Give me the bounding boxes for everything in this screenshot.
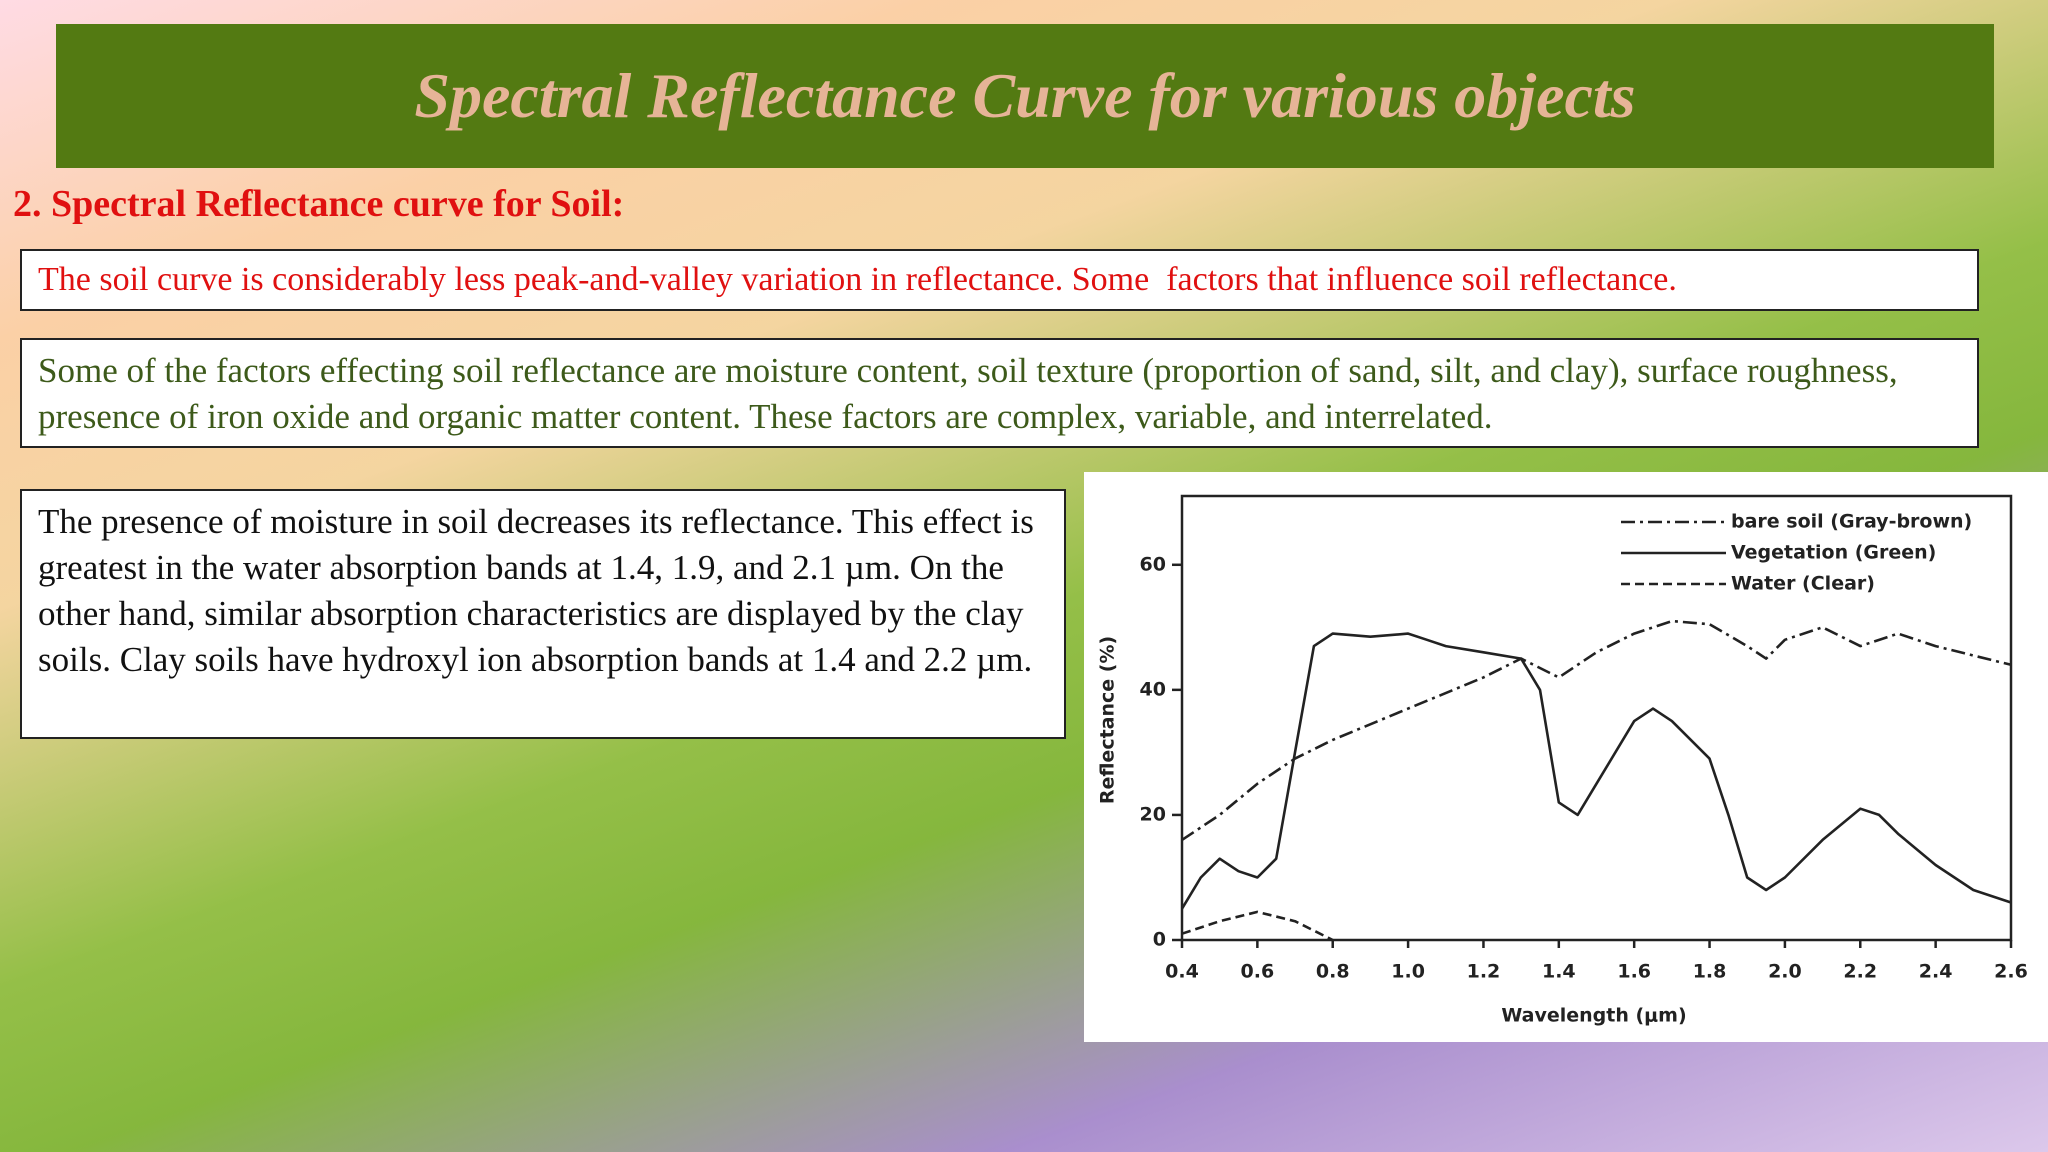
series-line [1181,619,2012,841]
legend-label: bare soil (Gray-brown) [1731,511,1972,533]
chart-background [1084,472,2048,1042]
x-tick-label: 0.8 [1316,961,1350,983]
text-box: The soil curve is considerably less peak… [20,249,1979,311]
x-tick-label: 0.4 [1165,961,1199,983]
chart: Wavelength (μm) Reflectance (%) 0 20 40 60 0… [1084,472,2048,1042]
x-tick-label: 0.6 [1241,961,1275,983]
x-tick-label: 2.0 [1768,961,1802,983]
x-tick-label: 2.2 [1843,961,1877,983]
x-tick-label: 1.4 [1542,961,1576,983]
y-tick-label: 0 [1153,929,1166,951]
y-tick-label: 40 [1140,678,1166,700]
y-axis-label: Reflectance (%) [1097,636,1119,804]
x-tick-label: 1.2 [1467,961,1501,983]
x-tick-label: 1.6 [1617,961,1651,983]
text-box: The presence of moisture in soil decreas… [20,489,1066,739]
y-tick-label: 20 [1140,803,1166,825]
y-tick-label: 60 [1140,553,1166,575]
x-tick-label: 1.0 [1391,961,1425,983]
text-box: Some of the factors effecting soil refle… [20,338,1979,448]
title-bar: Spectral Reflectance Curve for various o… [56,24,1994,168]
x-tick-label: 1.8 [1693,961,1727,983]
title: Spectral Reflectance Curve for various o… [414,60,1636,131]
legend-label: Vegetation (Green) [1731,542,1936,564]
x-tick-label: 2.4 [1919,961,1953,983]
section-heading: 2. Spectral Reflectance curve for Soil: [13,183,625,225]
x-axis-label: Wavelength (μm) [1501,1005,1686,1027]
series-line [1180,632,2012,910]
x-tick-label: 2.6 [1994,961,2028,983]
legend-label: Water (Clear) [1731,573,1875,595]
series-line [1181,910,1334,942]
plot-frame [1180,494,2013,942]
